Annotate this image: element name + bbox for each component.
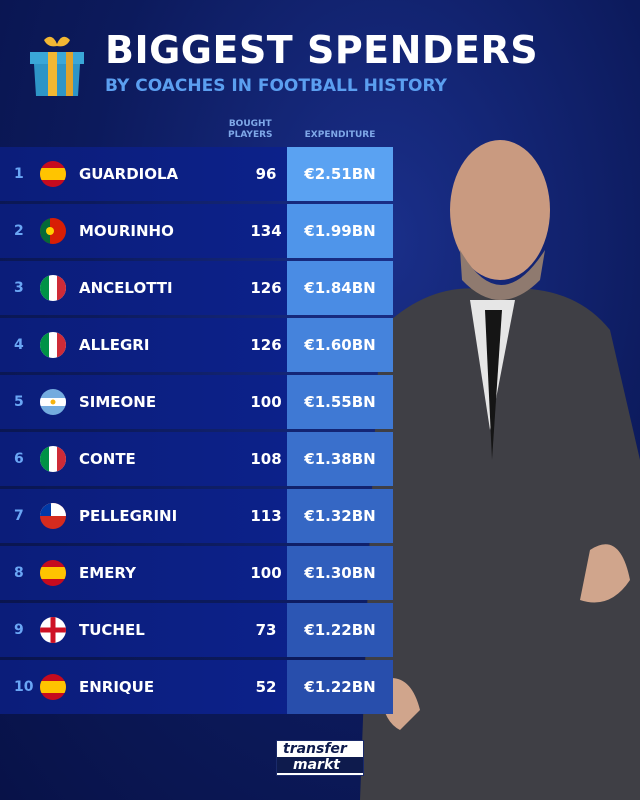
expenditure: €1.30BN [287,546,393,600]
expenditure: €1.84BN [287,261,393,315]
flag-spain-icon [40,560,66,586]
flag-england-icon [40,617,66,643]
table-row: 5 SIMEONE 100 €1.55BN [0,375,393,429]
gift-icon [30,36,84,96]
column-header-bought: BOUGHT PLAYERS [228,119,273,141]
expenditure: €1.22BN [287,603,393,657]
rank: 6 [14,451,24,467]
table-row: 1 GUARDIOLA 96 €2.51BN [0,147,393,201]
table-row: 4 ALLEGRI 126 €1.60BN [0,318,393,372]
expenditure: €1.38BN [287,432,393,486]
coach-name: ALLEGRI [79,336,150,354]
expenditure: €1.32BN [287,489,393,543]
bought-players: 126 [250,279,282,297]
coach-name: CONTE [79,450,136,468]
table-row: 8 EMERY 100 €1.30BN [0,546,393,600]
bought-players: 108 [250,450,282,468]
bought-players: 100 [250,393,282,411]
bought-players: 134 [250,222,282,240]
flag-spain-icon [40,674,66,700]
rank: 7 [14,508,24,524]
logo-line2: markt [277,757,363,773]
table-row: 2 MOURINHO 134 €1.99BN [0,204,393,258]
table-row: 9 TUCHEL 73 €1.22BN [0,603,393,657]
expenditure: €1.55BN [287,375,393,429]
bought-players: 100 [250,564,282,582]
rank: 1 [14,166,24,182]
flag-argentina-icon [40,389,66,415]
expenditure: €1.99BN [287,204,393,258]
spenders-table: 1 GUARDIOLA 96 €2.51BN 2 MOURINHO 134 €1.… [0,147,393,717]
expenditure: €1.60BN [287,318,393,372]
coach-name: SIMEONE [79,393,157,411]
expenditure: €1.22BN [287,660,393,714]
table-row: 3 ANCELOTTI 126 €1.84BN [0,261,393,315]
coach-name: GUARDIOLA [79,165,179,183]
bought-players: 113 [250,507,282,525]
page-subtitle: BY COACHES IN FOOTBALL HISTORY [105,76,447,96]
coach-name: MOURINHO [79,222,174,240]
rank: 9 [14,622,24,638]
column-header-expenditure: EXPENDITURE [304,130,376,140]
table-row: 10 ENRIQUE 52 €1.22BN [0,660,393,714]
flag-portugal-icon [40,218,66,244]
bought-label-line1: BOUGHT [228,119,272,129]
rank: 3 [14,280,24,296]
rank: 4 [14,337,24,353]
rank: 10 [14,679,34,695]
flag-italy-icon [40,275,66,301]
transfermarkt-logo: transfer markt [276,740,364,776]
coach-name: TUCHEL [79,621,145,639]
table-row: 6 CONTE 108 €1.38BN [0,432,393,486]
flag-spain-icon [40,161,66,187]
rank: 2 [14,223,24,239]
coach-name: PELLEGRINI [79,507,178,525]
coach-name: EMERY [79,564,137,582]
flag-italy-icon [40,332,66,358]
rank: 5 [14,394,24,410]
logo-line1: transfer [283,741,347,757]
page-title: BIGGEST SPENDERS [105,28,539,72]
table-row: 7 PELLEGRINI 113 €1.32BN [0,489,393,543]
expenditure: €2.51BN [287,147,393,201]
bought-players: 96 [255,165,277,183]
bought-label-line2: PLAYERS [228,130,273,140]
coach-name: ANCELOTTI [79,279,173,297]
bought-players: 52 [255,678,277,696]
bought-players: 126 [250,336,282,354]
bought-players: 73 [255,621,277,639]
coach-photo [360,140,640,800]
rank: 8 [14,565,24,581]
flag-italy-icon [40,446,66,472]
flag-chile-icon [40,503,66,529]
coach-name: ENRIQUE [79,678,155,696]
